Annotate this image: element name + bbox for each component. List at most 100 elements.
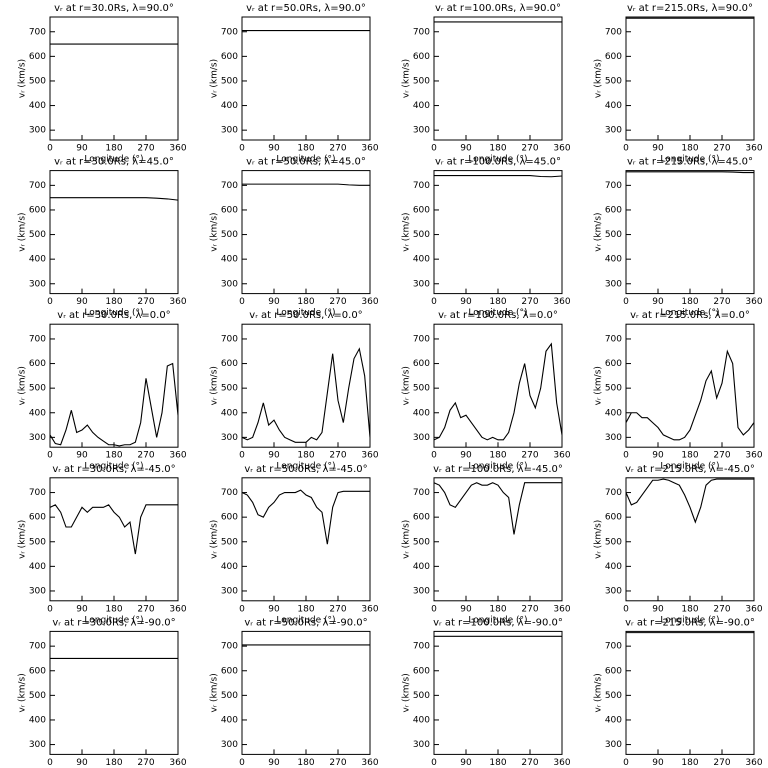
x-tick-label: 90 bbox=[652, 758, 664, 768]
x-axis-label: Longitude (°) bbox=[468, 462, 527, 472]
y-axis-label: vᵣ (km/s) bbox=[18, 520, 28, 559]
x-axis-label: Longitude (°) bbox=[660, 462, 719, 472]
x-tick-label: 0 bbox=[623, 144, 629, 154]
data-line bbox=[433, 342, 563, 441]
y-tick-label: 500 bbox=[605, 76, 622, 86]
y-tick-label: 700 bbox=[221, 27, 238, 37]
panel-title: vᵣ at r=30.0Rs, λ=-45.0° bbox=[52, 464, 175, 475]
x-axis-label: Longitude (°) bbox=[660, 155, 719, 165]
x-tick-label: 270 bbox=[137, 297, 154, 307]
y-tick-label: 700 bbox=[413, 642, 430, 652]
y-tick-label: 600 bbox=[29, 52, 46, 62]
y-tick-label: 500 bbox=[29, 691, 46, 701]
y-tick-label: 600 bbox=[605, 52, 622, 62]
x-tick-label: 180 bbox=[681, 758, 698, 768]
y-tick-label: 500 bbox=[605, 230, 622, 240]
x-tick-label: 270 bbox=[713, 758, 730, 768]
y-axis-label: vᵣ (km/s) bbox=[402, 673, 412, 712]
x-tick-label: 90 bbox=[460, 604, 472, 614]
y-tick-label: 600 bbox=[413, 666, 430, 676]
x-tick-label: 180 bbox=[681, 451, 698, 461]
y-tick-label: 400 bbox=[29, 101, 46, 111]
panel: vᵣ at r=215.0Rs, λ=-90.0° 0 90 180 270 360 300… bbox=[594, 617, 763, 768]
x-tick-label: 0 bbox=[239, 144, 245, 154]
x-axis-label: Longitude (°) bbox=[468, 615, 527, 625]
x-axis-label: Longitude (°) bbox=[468, 308, 527, 318]
y-axis-label: vᵣ (km/s) bbox=[18, 673, 28, 712]
x-tick-label: 360 bbox=[361, 144, 378, 154]
panel-title: vᵣ at r=100.0Rs, λ=-45.0° bbox=[433, 464, 563, 475]
plot-frame bbox=[241, 630, 371, 755]
x-tick-label: 90 bbox=[268, 144, 280, 154]
y-tick-label: 600 bbox=[413, 52, 430, 62]
y-axis-label: vᵣ (km/s) bbox=[594, 673, 604, 712]
panel: vᵣ at r=30.0Rs, λ=45.0° 0 90 180 270 360 300 40… bbox=[18, 157, 187, 319]
y-axis-label: vᵣ (km/s) bbox=[594, 520, 604, 559]
panel: vᵣ at r=100.0Rs, λ=-90.0° 0 90 180 270 360 300… bbox=[402, 617, 571, 768]
plot-frame bbox=[433, 323, 563, 448]
y-axis-label: vᵣ (km/s) bbox=[594, 59, 604, 98]
y-tick-label: 500 bbox=[413, 230, 430, 240]
plot-frame bbox=[241, 323, 371, 448]
y-tick-label: 600 bbox=[605, 205, 622, 215]
x-tick-label: 90 bbox=[268, 451, 280, 461]
x-tick-label: 180 bbox=[297, 758, 314, 768]
x-tick-label: 360 bbox=[169, 144, 186, 154]
x-tick-label: 360 bbox=[361, 451, 378, 461]
x-axis-label: Longitude (°) bbox=[84, 615, 143, 625]
x-tick-label: 270 bbox=[137, 758, 154, 768]
y-tick-label: 500 bbox=[605, 691, 622, 701]
panel: vᵣ at r=30.0Rs, λ=0.0° 0 90 180 270 360 300 400… bbox=[18, 310, 187, 472]
x-axis-label: Longitude (°) bbox=[660, 615, 719, 625]
y-tick-label: 700 bbox=[413, 334, 430, 344]
y-tick-label: 600 bbox=[29, 205, 46, 215]
data-line bbox=[49, 504, 178, 555]
x-tick-label: 270 bbox=[713, 451, 730, 461]
data-line bbox=[625, 478, 754, 524]
y-tick-label: 300 bbox=[413, 279, 430, 289]
y-tick-label: 400 bbox=[221, 101, 238, 111]
panel: vᵣ at r=100.0Rs, λ=-45.0° 0 90 180 270 360 300… bbox=[402, 464, 571, 626]
y-axis-label: vᵣ (km/s) bbox=[210, 673, 220, 712]
y-tick-label: 700 bbox=[221, 334, 238, 344]
x-tick-label: 0 bbox=[431, 604, 437, 614]
y-tick-label: 300 bbox=[29, 279, 46, 289]
y-tick-label: 400 bbox=[221, 255, 238, 265]
y-tick-label: 400 bbox=[29, 715, 46, 725]
y-tick-label: 600 bbox=[221, 513, 238, 523]
panel: vᵣ at r=100.0Rs, λ=45.0° 0 90 180 270 360 300 4… bbox=[402, 157, 571, 319]
y-tick-label: 600 bbox=[29, 513, 46, 523]
x-tick-label: 180 bbox=[681, 144, 698, 154]
y-tick-label: 700 bbox=[221, 642, 238, 652]
x-tick-label: 90 bbox=[76, 451, 88, 461]
x-tick-label: 0 bbox=[623, 604, 629, 614]
x-tick-label: 360 bbox=[169, 758, 186, 768]
y-tick-label: 500 bbox=[29, 384, 46, 394]
y-tick-label: 500 bbox=[413, 76, 430, 86]
y-tick-label: 300 bbox=[605, 126, 622, 136]
x-tick-label: 0 bbox=[431, 297, 437, 307]
y-tick-label: 400 bbox=[605, 408, 622, 418]
y-tick-label: 500 bbox=[605, 384, 622, 394]
x-axis-label: Longitude (°) bbox=[84, 462, 143, 472]
x-tick-label: 0 bbox=[239, 451, 245, 461]
x-tick-label: 270 bbox=[137, 144, 154, 154]
plot-frame bbox=[433, 170, 563, 295]
plot-frame bbox=[433, 630, 563, 755]
panel-title: vᵣ at r=215.0Rs, λ=45.0° bbox=[627, 157, 753, 168]
plot-frame bbox=[625, 477, 755, 602]
y-tick-label: 300 bbox=[29, 433, 46, 443]
y-tick-label: 300 bbox=[29, 126, 46, 136]
y-tick-label: 700 bbox=[29, 642, 46, 652]
y-tick-label: 700 bbox=[605, 27, 622, 37]
x-tick-label: 360 bbox=[169, 604, 186, 614]
x-tick-label: 270 bbox=[521, 297, 538, 307]
plot-frame bbox=[241, 16, 371, 141]
panel: vᵣ at r=100.0Rs, λ=0.0° 0 90 180 270 360 300 40… bbox=[402, 310, 571, 472]
panel-title: vᵣ at r=50.0Rs, λ=0.0° bbox=[249, 310, 362, 321]
panel-title: vᵣ at r=215.0Rs, λ=-90.0° bbox=[625, 617, 755, 628]
panel-title: vᵣ at r=215.0Rs, λ=-45.0° bbox=[625, 464, 755, 475]
y-axis-label: vᵣ (km/s) bbox=[594, 366, 604, 405]
y-tick-label: 500 bbox=[413, 691, 430, 701]
y-axis-label: vᵣ (km/s) bbox=[210, 366, 220, 405]
